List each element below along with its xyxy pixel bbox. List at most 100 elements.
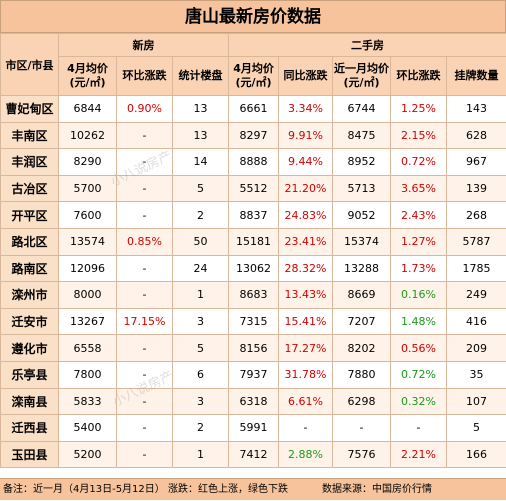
sec-yoy-cell: 23.41% (279, 228, 333, 255)
region-cell: 迁安市 (1, 308, 59, 335)
sec-month-cell: - (333, 415, 391, 442)
listing-cell: 5787 (447, 228, 506, 255)
sec-price-cell: 7412 (229, 441, 279, 468)
sec-price-cell: 8837 (229, 202, 279, 229)
region-cell: 路北区 (1, 228, 59, 255)
new-price-cell: 13574 (59, 228, 117, 255)
sec-mom-cell: - (391, 415, 447, 442)
sec-mom-cell: 2.21% (391, 441, 447, 468)
sec-yoy-cell: 2.88% (279, 441, 333, 468)
sec-price-cell: 6318 (229, 388, 279, 415)
new-count-cell: 13 (173, 122, 229, 149)
sec-month-cell: 6744 (333, 96, 391, 123)
new-mom-cell: - (117, 255, 173, 282)
sec-yoy-cell: 17.27% (279, 335, 333, 362)
sec-month-cell: 9052 (333, 202, 391, 229)
sec-mom-cell: 1.25% (391, 96, 447, 123)
sec-mom-cell: 1.48% (391, 308, 447, 335)
sec-yoy-cell: 31.78% (279, 361, 333, 388)
new-count-cell: 3 (173, 308, 229, 335)
sec-price-cell: 15181 (229, 228, 279, 255)
sec-mom-cell: 1.73% (391, 255, 447, 282)
sec-month-cell: 5713 (333, 175, 391, 202)
new-price-cell: 5700 (59, 175, 117, 202)
price-table: 市区/市县 新房 二手房 4月均价(元/㎡) 环比涨跌 统计楼盘 4月均价(元/… (0, 33, 506, 468)
new-mom-cell: 17.15% (117, 308, 173, 335)
sec-price-cell: 7937 (229, 361, 279, 388)
new-count-cell: 6 (173, 361, 229, 388)
header-new-price: 4月均价(元/㎡) (59, 57, 117, 96)
listing-cell: 967 (447, 149, 506, 176)
region-cell: 丰润区 (1, 149, 59, 176)
sec-month-cell: 15374 (333, 228, 391, 255)
new-price-cell: 5833 (59, 388, 117, 415)
sec-yoy-cell: 9.91% (279, 122, 333, 149)
new-mom-cell: - (117, 149, 173, 176)
region-cell: 遵化市 (1, 335, 59, 362)
region-cell: 滦南县 (1, 388, 59, 415)
region-cell: 迁西县 (1, 415, 59, 442)
new-mom-cell: - (117, 388, 173, 415)
sec-mom-cell: 3.65% (391, 175, 447, 202)
sec-price-cell: 8683 (229, 282, 279, 309)
sec-month-cell: 8952 (333, 149, 391, 176)
header-new-group: 新房 (59, 34, 229, 57)
sec-month-cell: 7880 (333, 361, 391, 388)
new-count-cell: 14 (173, 149, 229, 176)
region-cell: 丰南区 (1, 122, 59, 149)
listing-cell: 166 (447, 441, 506, 468)
sec-mom-cell: 2.43% (391, 202, 447, 229)
listing-cell: 628 (447, 122, 506, 149)
sec-month-cell: 8669 (333, 282, 391, 309)
new-count-cell: 5 (173, 175, 229, 202)
new-count-cell: 13 (173, 96, 229, 123)
region-cell: 开平区 (1, 202, 59, 229)
sec-yoy-cell: 9.44% (279, 149, 333, 176)
header-second-group: 二手房 (229, 34, 506, 57)
sec-month-cell: 8202 (333, 335, 391, 362)
new-mom-cell: - (117, 202, 173, 229)
header-new-mom: 环比涨跌 (117, 57, 173, 96)
listing-cell: 209 (447, 335, 506, 362)
listing-cell: 107 (447, 388, 506, 415)
listing-cell: 249 (447, 282, 506, 309)
header-sec-price: 4月均价(元/㎡) (229, 57, 279, 96)
sec-mom-cell: 0.56% (391, 335, 447, 362)
new-mom-cell: - (117, 122, 173, 149)
sec-month-cell: 13288 (333, 255, 391, 282)
sec-price-cell: 7315 (229, 308, 279, 335)
sec-price-cell: 8888 (229, 149, 279, 176)
new-mom-cell: - (117, 441, 173, 468)
new-price-cell: 12096 (59, 255, 117, 282)
sec-month-cell: 6298 (333, 388, 391, 415)
sec-mom-cell: 2.15% (391, 122, 447, 149)
sec-yoy-cell: 28.32% (279, 255, 333, 282)
listing-cell: 1785 (447, 255, 506, 282)
new-mom-cell: - (117, 361, 173, 388)
new-mom-cell: 0.90% (117, 96, 173, 123)
page-title: 唐山最新房价数据 (0, 0, 506, 33)
sec-yoy-cell: 13.43% (279, 282, 333, 309)
new-mom-cell: 0.85% (117, 228, 173, 255)
header-sec-mom: 环比涨跌 (391, 57, 447, 96)
region-cell: 滦州市 (1, 282, 59, 309)
sec-yoy-cell: 6.61% (279, 388, 333, 415)
new-mom-cell: - (117, 175, 173, 202)
sec-mom-cell: 0.32% (391, 388, 447, 415)
listing-cell: 143 (447, 96, 506, 123)
sec-price-cell: 5991 (229, 415, 279, 442)
header-sec-yoy: 同比涨跌 (279, 57, 333, 96)
listing-cell: 416 (447, 308, 506, 335)
